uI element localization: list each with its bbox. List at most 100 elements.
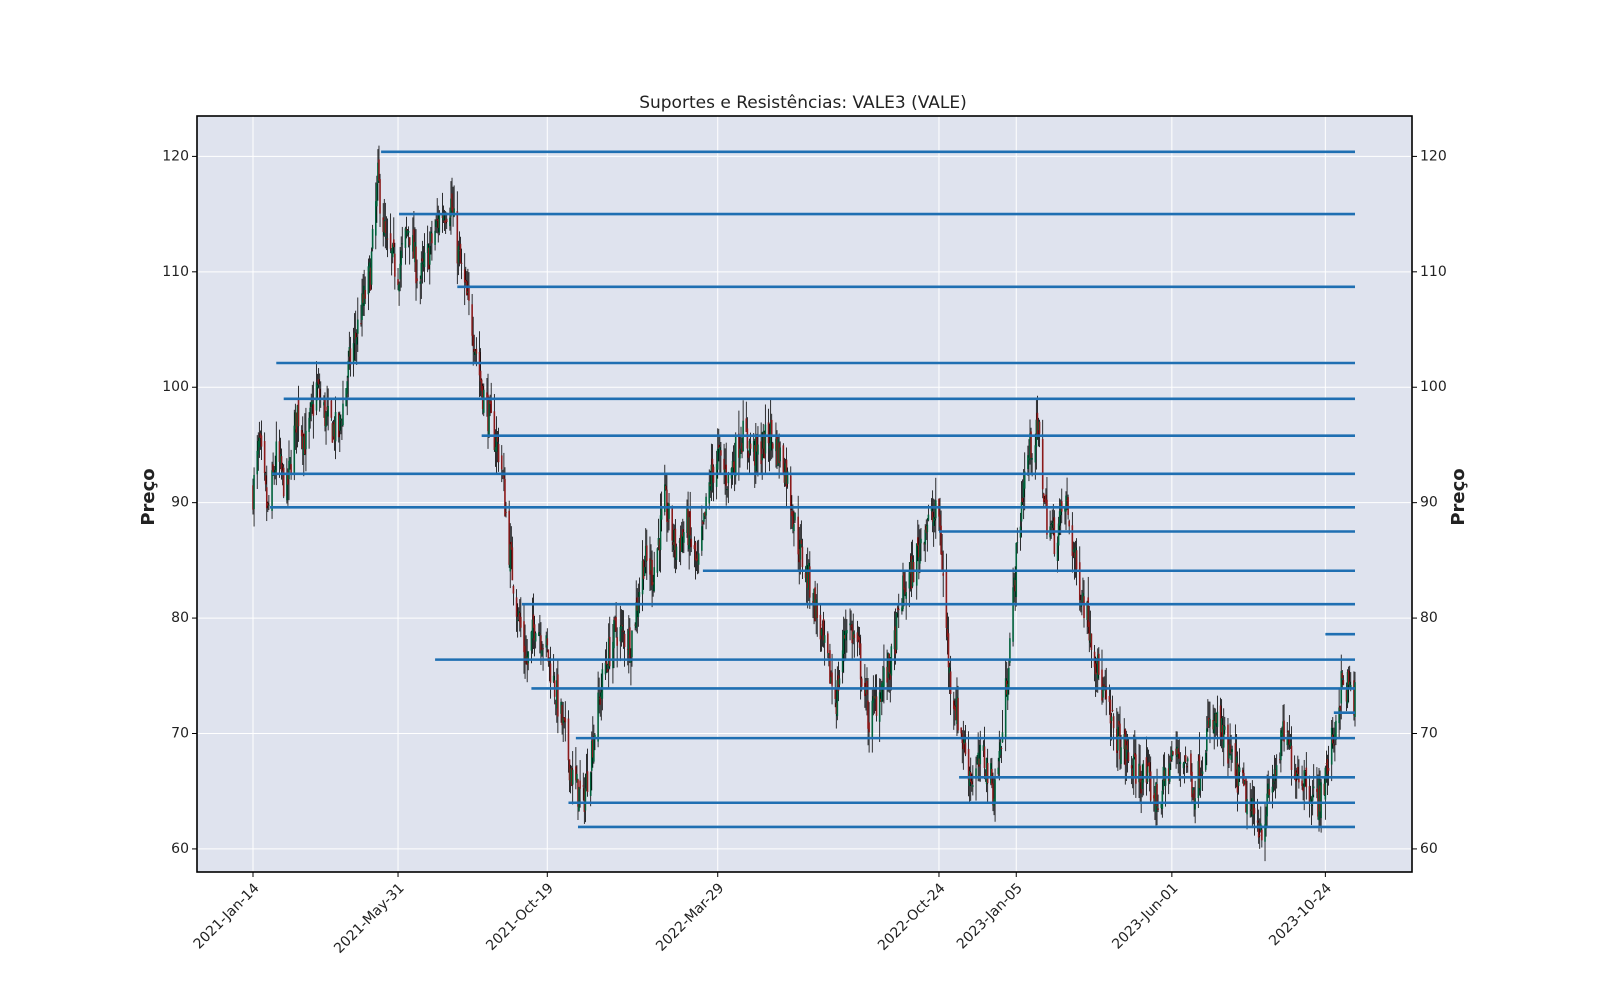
candle-body <box>732 461 735 468</box>
candle <box>1229 723 1231 756</box>
candle <box>1294 763 1297 799</box>
candle <box>1311 780 1314 816</box>
candle-body <box>600 692 603 699</box>
candle-body <box>999 742 1002 755</box>
candle <box>792 504 794 534</box>
x-tick-label: 2023-Jan-05 <box>954 880 1026 952</box>
candle-body <box>323 402 325 406</box>
candle-body <box>1075 550 1078 570</box>
candle <box>1264 803 1266 862</box>
candle-body <box>257 440 260 455</box>
candle <box>1275 754 1278 789</box>
candle-body <box>806 569 809 588</box>
candle <box>1208 701 1210 728</box>
candle <box>857 626 860 643</box>
candle-body <box>1027 455 1029 470</box>
candle-body <box>1109 699 1112 724</box>
candle-body <box>1245 778 1247 813</box>
candle-body <box>836 680 839 717</box>
candle-body <box>331 423 334 443</box>
candle-body <box>1080 604 1082 607</box>
candle <box>391 242 394 264</box>
candle-body <box>990 763 992 784</box>
candle-body <box>416 278 418 282</box>
candle-body <box>960 727 963 734</box>
candle-body <box>364 290 367 299</box>
candle-body <box>934 500 937 519</box>
candle-body <box>1087 597 1090 627</box>
candle-body <box>1105 686 1108 700</box>
candle <box>1112 713 1115 751</box>
candle <box>450 181 452 235</box>
candle <box>1287 730 1290 750</box>
candle <box>1110 712 1113 741</box>
candle <box>1163 752 1166 787</box>
candle <box>1104 669 1106 700</box>
candle <box>458 231 461 267</box>
candle-body <box>442 214 445 221</box>
candle-body <box>1154 792 1156 806</box>
candle-body <box>857 635 860 640</box>
candle-body <box>1094 663 1097 674</box>
candle-body <box>896 607 899 610</box>
candle-body <box>671 506 674 541</box>
candle-body <box>660 508 663 520</box>
candle-body <box>782 445 785 473</box>
candle-body <box>702 521 704 524</box>
candle <box>911 539 914 588</box>
candle <box>1197 754 1200 808</box>
candle-body <box>1013 577 1015 586</box>
candle <box>379 173 381 228</box>
candle <box>740 426 742 454</box>
candle <box>952 691 955 730</box>
candle-body <box>1184 755 1187 762</box>
candle-body <box>407 231 410 233</box>
candle-body <box>926 524 929 533</box>
candle-body <box>542 648 544 650</box>
candle-body <box>979 744 982 765</box>
candle-body <box>821 624 824 626</box>
candle-body <box>963 738 966 745</box>
candle-body <box>1178 752 1181 759</box>
candle <box>486 378 488 417</box>
candle-body <box>487 394 489 432</box>
candle <box>466 271 468 296</box>
candle <box>475 337 478 367</box>
candle-body <box>1212 719 1214 730</box>
candle <box>1168 755 1171 785</box>
candle-body <box>643 567 646 576</box>
candle <box>733 442 736 492</box>
candle-body <box>1258 834 1261 836</box>
candle-body <box>1349 685 1352 688</box>
candle-body <box>697 553 700 565</box>
candle-body <box>915 543 918 586</box>
candle-body <box>1155 782 1157 813</box>
candle <box>1044 495 1046 505</box>
candle-body <box>1324 767 1327 800</box>
candle <box>1191 763 1193 804</box>
candle <box>473 334 476 362</box>
candle-body <box>385 237 388 239</box>
candle <box>954 698 956 726</box>
candle-body <box>1246 799 1248 815</box>
candle-body <box>634 624 636 626</box>
candle-body <box>1068 520 1070 527</box>
candle <box>710 443 713 502</box>
candle-body <box>599 696 602 705</box>
candle <box>879 678 882 702</box>
candle-body <box>734 436 737 477</box>
candle <box>962 720 965 770</box>
candle-body <box>954 705 956 711</box>
candle <box>1214 708 1217 738</box>
candle <box>361 278 363 337</box>
candle-body <box>539 633 541 635</box>
candle <box>357 297 359 352</box>
candle <box>945 553 948 641</box>
candle <box>1161 779 1164 818</box>
candle <box>1310 796 1313 826</box>
candle-body <box>568 759 571 781</box>
candle <box>1065 491 1067 530</box>
candle-body <box>613 619 615 649</box>
candle <box>508 500 510 568</box>
candle <box>423 233 426 283</box>
